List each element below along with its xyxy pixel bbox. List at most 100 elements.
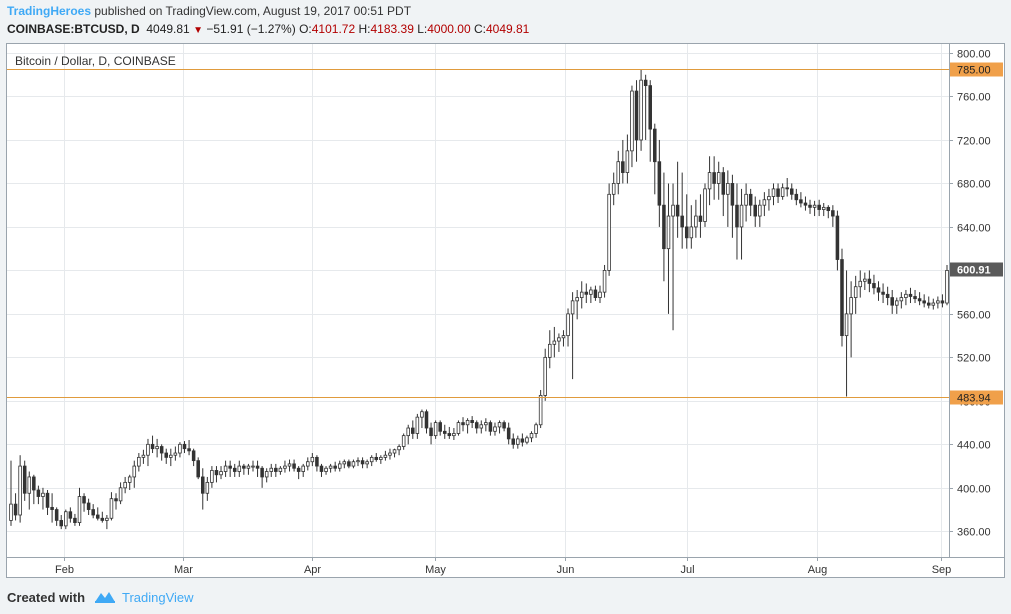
candle-body [712, 172, 716, 184]
candle [675, 161, 680, 238]
candle-body [287, 463, 292, 467]
candle [210, 466, 214, 488]
candle [159, 444, 164, 461]
candle-body [383, 454, 388, 458]
candle [657, 139, 662, 227]
candle-body [82, 496, 86, 504]
x-tick-label: Mar [174, 564, 193, 576]
candle [721, 167, 726, 217]
candle [392, 448, 397, 458]
candle [141, 449, 146, 464]
candle [821, 203, 826, 217]
candle [479, 420, 484, 434]
price-chart[interactable]: 800.00760.00720.00680.00640.00600.00560.… [6, 43, 1005, 578]
candle-body [853, 286, 858, 298]
candle-body [155, 446, 159, 450]
candle [684, 194, 689, 249]
candle-body [342, 461, 347, 465]
created-with-label: Created with [7, 589, 86, 605]
candle [196, 457, 200, 480]
tradingview-logo-icon[interactable] [93, 589, 117, 605]
candle [9, 460, 13, 526]
candle-body [420, 411, 424, 418]
candle-body [598, 291, 602, 298]
header-line: TradingHeroes published on TradingView.c… [7, 3, 411, 19]
candle [205, 476, 210, 501]
candle-body [41, 492, 45, 497]
candle [511, 433, 516, 449]
candle-body [328, 465, 333, 469]
candle-body [817, 204, 821, 210]
publisher-username[interactable]: TradingHeroes [7, 4, 92, 18]
candle [662, 172, 666, 282]
candle-body [639, 79, 643, 141]
candle [561, 330, 566, 347]
candle-body [50, 506, 54, 510]
candle-body [246, 465, 251, 469]
candle-body [899, 297, 904, 302]
candle-body [876, 287, 881, 293]
candle-body [292, 463, 296, 469]
candle-body [27, 476, 32, 494]
candle-body [237, 465, 242, 472]
candle [885, 286, 890, 306]
candle [36, 485, 41, 505]
candle-body [401, 435, 406, 447]
candle [82, 493, 86, 512]
candle [397, 444, 401, 456]
candle-body [438, 422, 442, 432]
candle [401, 433, 406, 450]
candle-body [54, 509, 59, 521]
candle-body [785, 187, 789, 190]
candle-body [867, 278, 872, 284]
candle [611, 172, 616, 206]
candle-body [936, 300, 940, 304]
hline-label-bg [950, 62, 1003, 77]
candle [739, 188, 744, 260]
candle [118, 482, 123, 505]
candle-body [488, 422, 493, 432]
candle-body [18, 465, 22, 516]
candle-body [844, 313, 849, 337]
chart-container[interactable]: 800.00760.00720.00680.00640.00600.00560.… [6, 43, 1005, 578]
candle-body [506, 427, 511, 440]
candle [936, 296, 940, 309]
candle-body [803, 202, 808, 206]
candle-body [799, 199, 803, 204]
candle-body [762, 199, 767, 206]
candle [219, 466, 223, 480]
candle [552, 326, 557, 358]
high-label: H: [358, 22, 371, 36]
candle [817, 199, 821, 217]
candle [771, 183, 776, 206]
candle [648, 80, 652, 162]
candle-body [671, 204, 675, 217]
candle-body [634, 90, 639, 141]
candle [666, 183, 671, 314]
candle [913, 289, 917, 304]
candle-body [758, 204, 762, 217]
candle-body [557, 337, 561, 342]
candle-body [922, 300, 926, 304]
tradingview-brand-link[interactable]: TradingView [122, 589, 194, 605]
candle [872, 274, 876, 295]
x-tick-label: Apr [304, 564, 321, 576]
plot-area [6, 43, 950, 558]
price-change: −51.91 (−1.27%) [206, 22, 296, 36]
candle-body [534, 424, 538, 434]
candle-body [123, 481, 127, 489]
candle [908, 287, 913, 304]
candle-body [301, 465, 305, 472]
candle-body [347, 461, 351, 467]
candle-body [424, 411, 429, 429]
candle [360, 457, 365, 469]
candle [296, 466, 301, 480]
candle [803, 196, 808, 211]
candle-body [196, 460, 200, 478]
candle-body [452, 433, 456, 437]
candle-body [333, 465, 337, 469]
candle [643, 74, 648, 140]
candle-body [77, 496, 82, 524]
candle [260, 466, 264, 488]
candle [926, 296, 931, 309]
